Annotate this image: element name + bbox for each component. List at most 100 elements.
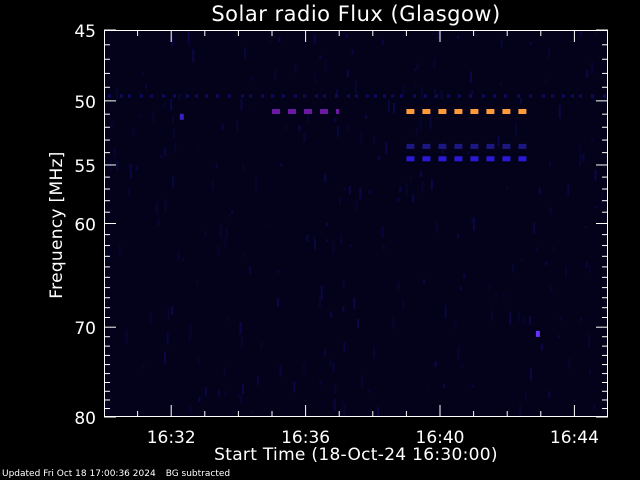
noise-speck: [397, 281, 400, 290]
noise-speck: [105, 402, 108, 413]
emission-segment: [438, 109, 447, 114]
noise-speck: [548, 48, 550, 58]
x-axis-label: Start Time (18-Oct-24 16:30:00): [214, 445, 498, 465]
noise-speck: [149, 313, 152, 324]
noise-speck: [412, 194, 415, 202]
noise-band-dot: [294, 94, 297, 98]
noise-band-dot: [335, 94, 338, 98]
noise-speck: [592, 97, 595, 102]
emission-segment: [454, 109, 463, 114]
noise-speck: [320, 285, 323, 299]
noise-speck: [520, 258, 523, 262]
noise-speck: [314, 239, 316, 250]
chart-title: Solar radio Flux (Glasgow): [211, 2, 501, 26]
noise-speck: [240, 336, 243, 349]
noise-band-dot: [323, 94, 326, 98]
noise-speck: [470, 217, 473, 223]
noise-speck: [178, 93, 181, 100]
noise-band-dot: [424, 94, 427, 98]
noise-speck: [340, 234, 343, 245]
y-tick-label: 70: [74, 319, 96, 339]
noise-band-dot: [216, 94, 219, 98]
noise-speck: [584, 226, 587, 229]
noise-speck: [529, 316, 531, 325]
noise-speck: [591, 138, 594, 143]
noise-speck: [600, 192, 603, 207]
noise-speck: [437, 31, 440, 39]
noise-speck: [512, 264, 515, 273]
noise-speck: [276, 270, 279, 274]
noise-speck: [420, 85, 423, 99]
noise-speck: [187, 31, 190, 44]
noise-speck: [142, 365, 145, 369]
emission-segment: [454, 156, 463, 162]
noise-speck: [334, 383, 337, 394]
noise-speck: [500, 82, 503, 87]
emission-segment: [438, 143, 447, 149]
noise-speck: [118, 244, 121, 256]
noise-speck: [228, 214, 231, 217]
x-tick-label: 16:40: [416, 428, 465, 448]
noise-speck: [129, 164, 132, 171]
noise-speck: [215, 163, 218, 168]
noise-speck: [172, 176, 175, 188]
emission-segment: [502, 156, 511, 162]
noise-speck: [293, 381, 296, 393]
noise-band-dot: [551, 94, 554, 98]
noise-speck: [354, 80, 357, 94]
noise-speck: [548, 391, 551, 398]
noise-speck: [236, 120, 239, 132]
noise-speck: [533, 222, 536, 234]
noise-speck: [490, 310, 493, 321]
noise-band-dot: [603, 94, 606, 98]
noise-speck: [529, 41, 532, 45]
noise-band-dot: [493, 94, 496, 98]
noise-band-dot: [249, 94, 252, 98]
noise-speck: [319, 380, 322, 385]
noise-speck: [326, 222, 328, 226]
emission-segment: [486, 156, 495, 162]
emission-spot: [535, 330, 540, 337]
noise-speck: [567, 183, 570, 196]
noise-speck: [144, 84, 147, 89]
noise-speck: [231, 210, 233, 214]
noise-speck: [224, 237, 227, 248]
noise-speck: [580, 318, 582, 322]
emission-segment: [406, 143, 415, 149]
noise-speck: [365, 115, 368, 119]
noise-band-dot: [529, 94, 532, 98]
noise-speck: [522, 314, 525, 325]
noise-band-dot: [391, 94, 394, 98]
noise-speck: [595, 206, 598, 209]
noise-speck: [313, 34, 316, 44]
noise-band-dot: [366, 94, 369, 98]
noise-band-dot: [282, 94, 285, 98]
noise-band-dot: [435, 94, 438, 98]
noise-speck: [399, 186, 402, 192]
noise-band-dot: [228, 94, 231, 98]
noise-speck: [163, 102, 166, 109]
noise-speck: [509, 311, 512, 325]
noise-speck: [217, 390, 220, 397]
noise-speck: [525, 393, 527, 401]
noise-speck: [594, 32, 597, 36]
emission-segment: [438, 156, 447, 162]
noise-band-dot: [150, 94, 153, 98]
noise-speck: [419, 120, 422, 132]
noise-speck: [381, 226, 384, 238]
noise-speck: [500, 39, 503, 47]
noise-speck: [568, 357, 571, 369]
noise-speck: [589, 370, 591, 376]
noise-band-dot: [195, 94, 198, 98]
x-tick-label: 16:32: [147, 428, 196, 448]
noise-speck: [171, 305, 174, 315]
noise-band-dot: [120, 94, 123, 98]
noise-speck: [279, 365, 282, 377]
background-noise: [104, 30, 606, 417]
noise-speck: [514, 122, 517, 136]
noise-speck: [164, 199, 167, 213]
noise-speck: [431, 32, 434, 36]
noise-speck: [579, 155, 582, 166]
noise-speck: [219, 224, 222, 238]
noise-speck: [242, 253, 245, 257]
